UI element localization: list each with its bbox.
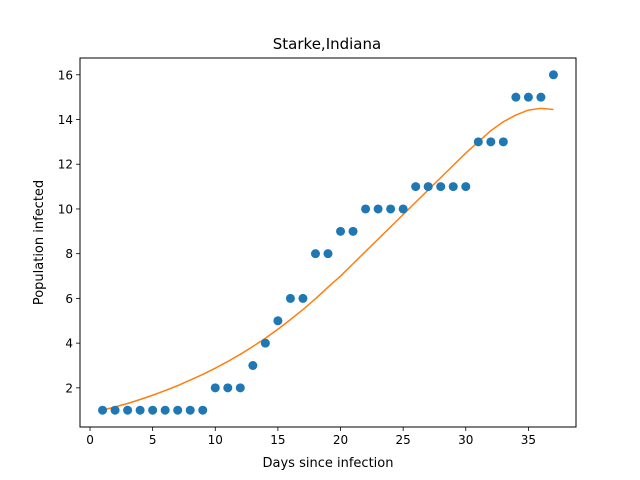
data-point (285, 293, 295, 303)
plot-area (98, 70, 558, 415)
y-tick-label: 6 (65, 292, 73, 306)
data-point (336, 226, 346, 236)
data-point (423, 182, 433, 192)
data-point (98, 405, 108, 415)
data-point (298, 293, 308, 303)
x-tick-label: 35 (521, 433, 536, 447)
y-axis-label: Population infected (32, 180, 47, 305)
data-point (185, 405, 195, 415)
y-tick-label: 8 (65, 247, 73, 261)
data-point (223, 383, 233, 393)
data-point (148, 405, 158, 415)
y-tick-label: 12 (58, 158, 73, 172)
x-tick-label: 0 (86, 433, 94, 447)
data-point (173, 405, 183, 415)
data-point (436, 182, 446, 192)
data-point (511, 92, 521, 102)
data-point (461, 182, 471, 192)
data-point (248, 361, 258, 370)
data-point (498, 137, 508, 147)
data-point (486, 137, 496, 147)
data-point (386, 204, 396, 214)
data-point (260, 338, 270, 348)
x-tick-label: 25 (396, 433, 411, 447)
x-tick-label: 20 (333, 433, 348, 447)
data-point (548, 70, 558, 80)
chart-title: Starke,Indiana (273, 35, 381, 53)
y-axis: 2 4 6 8 10 12 14 16 (58, 68, 80, 395)
x-tick-label: 15 (270, 433, 285, 447)
y-tick-label: 4 (65, 337, 73, 351)
data-point (210, 383, 220, 393)
data-point (361, 204, 371, 214)
data-point (373, 204, 383, 214)
data-point (198, 405, 208, 415)
data-point (411, 182, 421, 192)
x-tick-label: 30 (458, 433, 473, 447)
data-point (135, 405, 145, 415)
data-point (523, 92, 533, 102)
x-tick-label: 5 (149, 433, 157, 447)
x-axis: 0 5 10 15 20 25 30 35 (86, 427, 536, 447)
data-point (160, 405, 170, 415)
fit-curve (102, 107, 554, 411)
x-tick-label: 10 (208, 433, 223, 447)
data-point (273, 316, 283, 326)
data-point (235, 383, 245, 393)
y-tick-label: 2 (65, 381, 73, 395)
data-point (310, 249, 320, 259)
axes-frame (79, 57, 577, 428)
data-point (123, 405, 133, 415)
y-tick-label: 10 (58, 202, 73, 216)
y-tick-label: 16 (58, 68, 73, 82)
data-point (448, 182, 458, 192)
data-point (348, 226, 358, 236)
data-point (323, 249, 333, 259)
data-point (473, 137, 483, 147)
x-axis-label: Days since infection (263, 456, 394, 471)
data-point (110, 405, 120, 415)
data-point (536, 92, 546, 102)
data-point (398, 204, 408, 214)
y-tick-label: 14 (58, 113, 73, 127)
